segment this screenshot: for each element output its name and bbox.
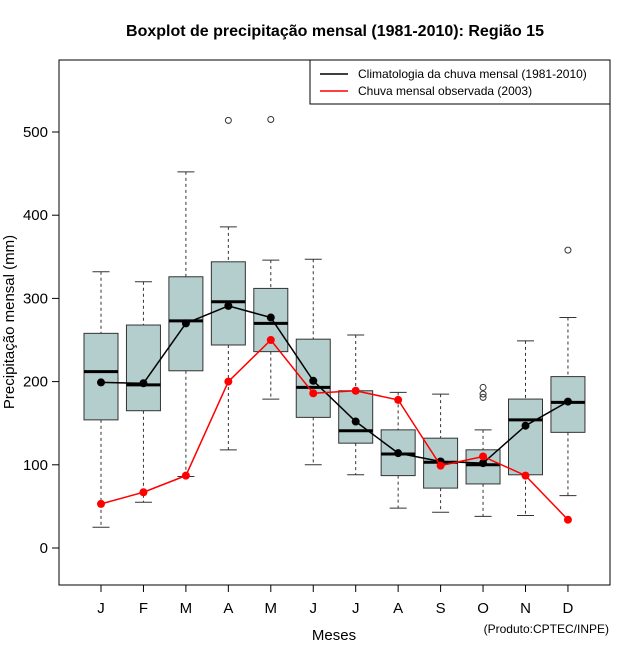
box-A	[380, 391, 416, 509]
box-N	[508, 340, 543, 517]
series-point-1	[181, 471, 190, 480]
outlier-point	[479, 390, 487, 398]
outlier-point	[224, 116, 232, 124]
series-point-0	[181, 319, 190, 328]
box-D	[550, 246, 586, 497]
series-point-0	[394, 449, 403, 458]
series-point-1	[266, 336, 275, 344]
series-point-0	[563, 397, 572, 406]
outlier-point	[479, 383, 487, 391]
series-point-0	[351, 417, 360, 426]
y-tick-label: 0	[40, 540, 48, 557]
y-tick-label: 300	[23, 290, 48, 307]
box-iqr	[508, 398, 543, 476]
box-M	[253, 116, 289, 400]
box-J	[338, 334, 374, 476]
x-tick-label: J	[310, 600, 318, 617]
box-F	[125, 281, 161, 503]
legend-label-observed: Chuva mensal observada (2003)	[358, 84, 532, 98]
series-line-0	[100, 305, 569, 464]
series-line-1	[100, 338, 569, 521]
x-tick-label: N	[520, 600, 531, 617]
series-point-1	[97, 499, 105, 508]
series-point-1	[309, 389, 318, 398]
series-point-0	[139, 379, 148, 388]
series-point-1	[139, 488, 148, 497]
series-point-0	[266, 313, 275, 322]
series-point-0	[309, 376, 318, 385]
series-point-1	[436, 461, 445, 470]
plot-frame	[58, 59, 611, 586]
series-point-0	[224, 301, 233, 310]
box-J	[83, 271, 119, 528]
box-iqr	[125, 324, 161, 412]
series-point-1	[394, 395, 403, 404]
series-point-1	[563, 515, 572, 524]
x-tick-label: D	[563, 600, 574, 617]
series-point-0	[97, 378, 105, 387]
y-tick-label: 400	[23, 207, 48, 224]
box-O	[465, 383, 501, 517]
y-axis: 0 100 200 300 400 500	[23, 124, 60, 557]
box-A	[210, 116, 246, 451]
series-lines	[97, 301, 572, 524]
y-axis-label: Precipitação mensal (mm)	[1, 235, 18, 409]
x-tick-label: J	[352, 600, 360, 617]
x-tick-label: A	[223, 600, 233, 617]
x-tick-label: S	[436, 600, 446, 617]
y-tick-label: 500	[23, 124, 48, 141]
series-point-1	[479, 452, 488, 461]
outlier-point	[564, 246, 572, 254]
outlier-point	[267, 116, 275, 124]
series-point-0	[479, 459, 488, 468]
x-tick-label: M	[265, 600, 278, 617]
series-point-1	[224, 377, 233, 386]
y-tick-label: 200	[23, 374, 48, 391]
x-tick-label: F	[139, 600, 148, 617]
y-tick-label: 100	[23, 457, 48, 474]
boxes	[83, 116, 586, 528]
x-tick-label: O	[477, 600, 489, 617]
box-iqr	[338, 390, 374, 444]
series-point-1	[521, 471, 530, 480]
x-tick-label: A	[393, 600, 403, 617]
legend: Climatologia da chuva mensal (1981-2010)…	[309, 59, 611, 105]
series-point-0	[521, 421, 530, 430]
chart-title: Boxplot de precipitação mensal (1981-201…	[126, 23, 544, 40]
box-iqr	[83, 332, 119, 421]
series-point-1	[351, 386, 360, 395]
source-annotation: (Produto:CPTEC/INPE)	[484, 622, 609, 636]
x-tick-label: J	[97, 600, 105, 617]
legend-label-climatology: Climatologia da chuva mensal (1981-2010)	[358, 67, 587, 81]
box-S	[423, 393, 459, 513]
x-axis-label: Meses	[312, 627, 356, 644]
x-tick-label: M	[180, 600, 193, 617]
outlier-point	[479, 393, 487, 401]
